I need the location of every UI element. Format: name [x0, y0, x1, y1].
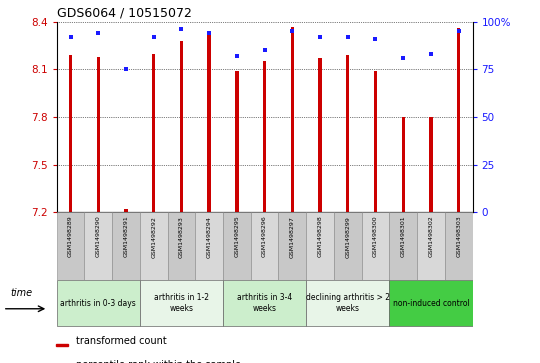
Text: GSM1498294: GSM1498294: [207, 216, 212, 258]
Bar: [57, 212, 84, 280]
Bar: [429, 117, 433, 212]
Bar: [291, 26, 294, 212]
Point: [177, 26, 186, 32]
Point: [454, 28, 463, 34]
Text: arthritis in 3-4
weeks: arthritis in 3-4 weeks: [237, 293, 292, 313]
Bar: [97, 57, 100, 212]
Bar: [140, 212, 167, 280]
Text: GSM1498299: GSM1498299: [345, 216, 350, 258]
Bar: [306, 212, 334, 280]
Text: GSM1498293: GSM1498293: [179, 216, 184, 258]
Bar: [402, 117, 405, 212]
Bar: [180, 41, 183, 212]
Bar: [319, 58, 322, 212]
Bar: [56, 344, 68, 346]
Text: GSM1498300: GSM1498300: [373, 216, 378, 257]
Point: [288, 28, 296, 34]
Bar: [457, 28, 460, 212]
Bar: [389, 281, 472, 326]
Text: GSM1498302: GSM1498302: [428, 216, 434, 257]
Text: declining arthritis > 2
weeks: declining arthritis > 2 weeks: [306, 293, 390, 313]
Text: GSM1498289: GSM1498289: [68, 216, 73, 257]
Bar: [167, 212, 195, 280]
Point: [316, 34, 325, 40]
Text: time: time: [10, 288, 32, 298]
Bar: [223, 281, 306, 326]
Point: [399, 55, 408, 61]
Bar: [346, 55, 349, 212]
Text: GSM1498290: GSM1498290: [96, 216, 101, 257]
Point: [150, 34, 158, 40]
Text: GSM1498296: GSM1498296: [262, 216, 267, 257]
Point: [343, 34, 352, 40]
Text: GSM1498295: GSM1498295: [234, 216, 239, 257]
Point: [122, 66, 130, 72]
Bar: [263, 61, 266, 212]
Text: GDS6064 / 10515072: GDS6064 / 10515072: [57, 6, 192, 19]
Bar: [140, 281, 223, 326]
Bar: [374, 71, 377, 212]
Bar: [389, 212, 417, 280]
Bar: [334, 212, 362, 280]
Point: [233, 53, 241, 59]
Point: [427, 51, 435, 57]
Bar: [251, 212, 279, 280]
Text: GSM1498303: GSM1498303: [456, 216, 461, 257]
Text: non-induced control: non-induced control: [393, 299, 469, 307]
Text: GSM1498291: GSM1498291: [124, 216, 129, 257]
Bar: [69, 55, 72, 212]
Bar: [57, 281, 140, 326]
Bar: [195, 212, 223, 280]
Bar: [207, 33, 211, 212]
Text: arthritis in 0-3 days: arthritis in 0-3 days: [60, 299, 136, 307]
Point: [205, 30, 213, 36]
Point: [66, 34, 75, 40]
Text: GSM1498292: GSM1498292: [151, 216, 156, 258]
Bar: [417, 212, 445, 280]
Text: GSM1498297: GSM1498297: [290, 216, 295, 258]
Text: percentile rank within the sample: percentile rank within the sample: [76, 360, 241, 363]
Point: [260, 48, 269, 53]
Bar: [235, 71, 239, 212]
Bar: [124, 209, 127, 212]
Point: [94, 30, 103, 36]
Point: [371, 36, 380, 42]
Text: transformed count: transformed count: [76, 336, 167, 346]
Bar: [445, 212, 472, 280]
Bar: [84, 212, 112, 280]
Bar: [279, 212, 306, 280]
Bar: [362, 212, 389, 280]
Bar: [306, 281, 389, 326]
Text: GSM1498301: GSM1498301: [401, 216, 406, 257]
Bar: [152, 54, 156, 212]
Bar: [112, 212, 140, 280]
Text: arthritis in 1-2
weeks: arthritis in 1-2 weeks: [154, 293, 209, 313]
Text: GSM1498298: GSM1498298: [318, 216, 322, 257]
Bar: [223, 212, 251, 280]
